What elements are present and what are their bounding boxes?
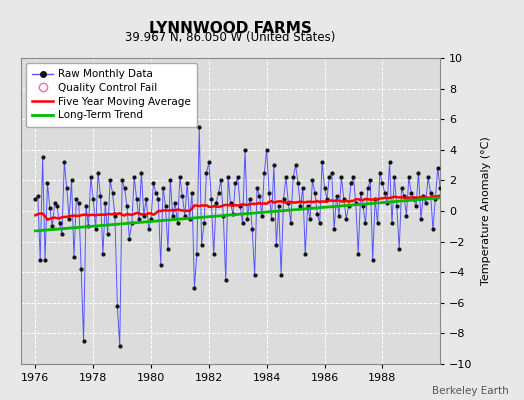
Text: 39.967 N, 86.050 W (United States): 39.967 N, 86.050 W (United States) [125, 31, 336, 44]
Title: LYNNWOOD FARMS: LYNNWOOD FARMS [149, 21, 312, 36]
Y-axis label: Temperature Anomaly (°C): Temperature Anomaly (°C) [481, 137, 491, 285]
Legend: Raw Monthly Data, Quality Control Fail, Five Year Moving Average, Long-Term Tren: Raw Monthly Data, Quality Control Fail, … [26, 63, 198, 127]
Text: Berkeley Earth: Berkeley Earth [432, 386, 508, 396]
